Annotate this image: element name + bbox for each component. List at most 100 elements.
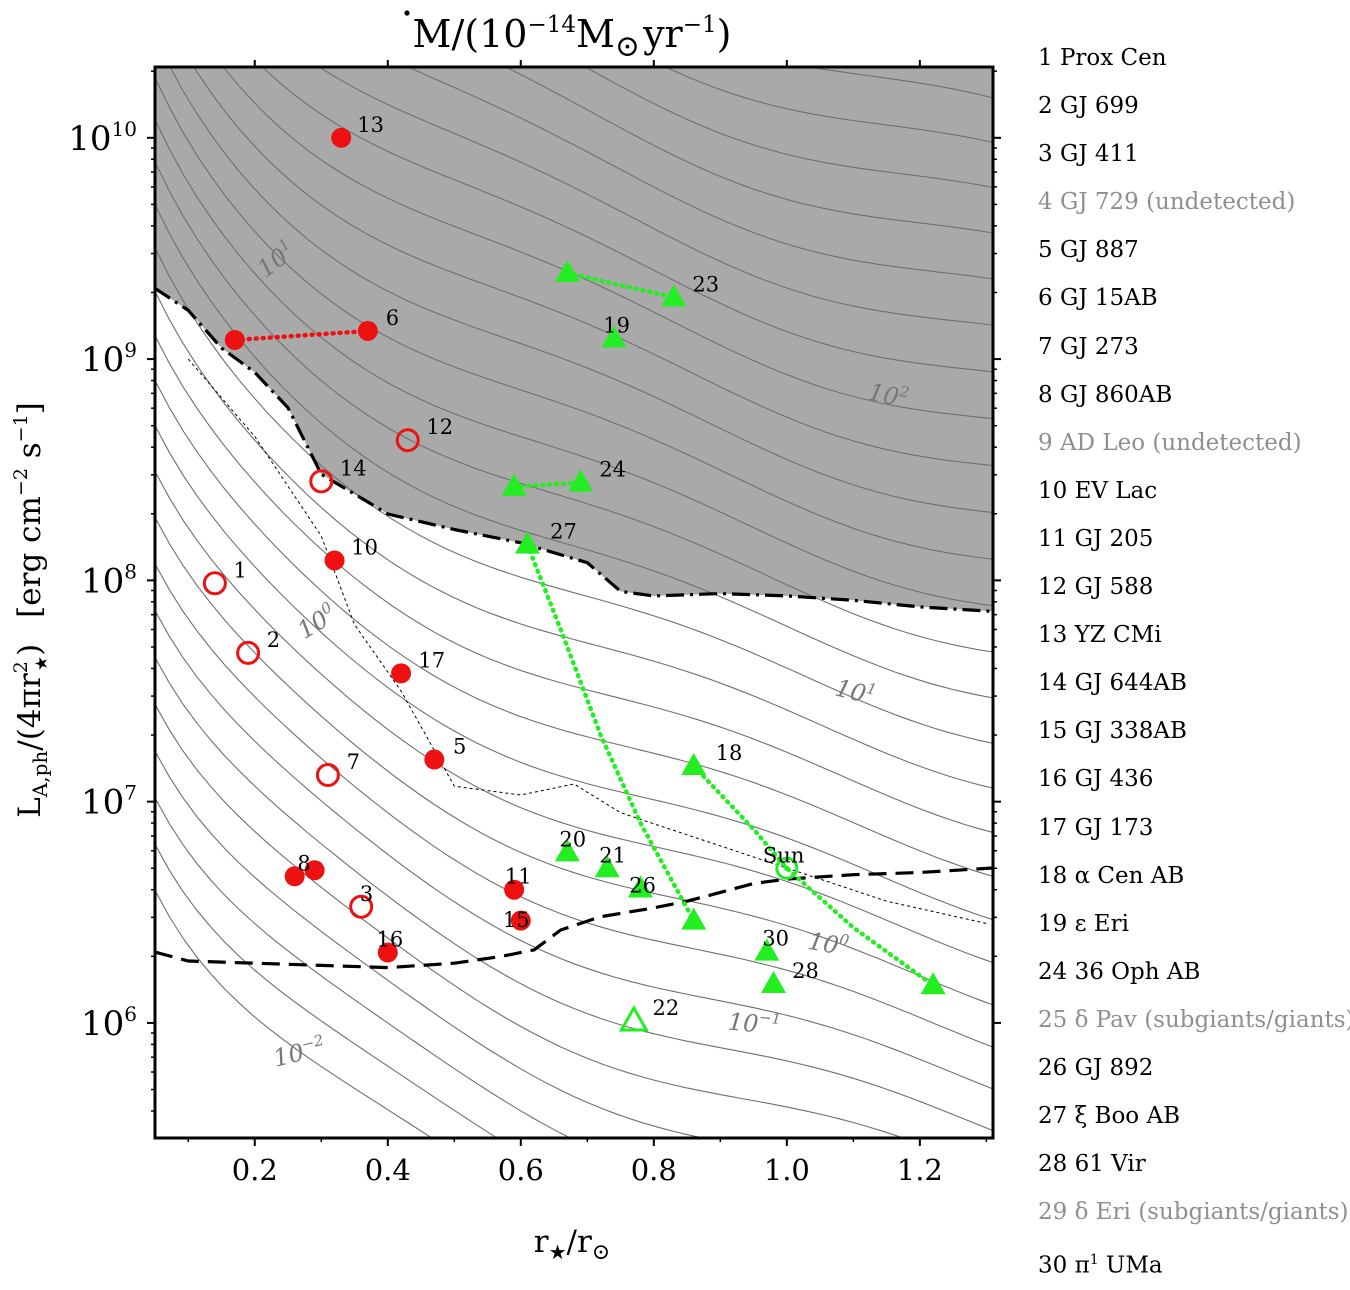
legend-number: 6 <box>1038 285 1060 312</box>
contour-line <box>155 657 993 1132</box>
y-tick-base: 10 <box>68 119 111 159</box>
ylabel-units-b: −2 <box>10 468 32 496</box>
chart-title: M/(10−14M⊙yr−1) <box>413 12 732 64</box>
legend-item: 28 61 Vir <box>1038 1140 1350 1188</box>
legend-item: 15 GJ 338AB <box>1038 707 1350 755</box>
point-label: 17 <box>418 648 445 672</box>
point-label: 19 <box>603 313 630 337</box>
contour-label-exp: −2 <box>300 1031 326 1054</box>
point-24 <box>568 469 594 492</box>
point-17 <box>391 663 412 684</box>
y-tick-label: 108 <box>81 559 137 601</box>
legend-item: 19 ε Eri <box>1038 900 1350 948</box>
contour-line <box>664 67 993 143</box>
contour-label: 100 <box>292 598 342 645</box>
legend-number: 18 <box>1038 862 1075 889</box>
legend-number: 12 <box>1038 574 1075 601</box>
upper-boundary-dashdot <box>155 286 993 613</box>
point-label: 7 <box>347 750 360 774</box>
legend-number: 25 <box>1038 1006 1075 1033</box>
legend-number: 19 <box>1038 910 1075 937</box>
legend-item: 4 GJ 729 (undetected) <box>1038 178 1350 226</box>
contour-line <box>155 517 993 1006</box>
point-3 <box>349 894 374 919</box>
contour-label: 101 <box>832 672 878 711</box>
legend-star-name: α Cen AB <box>1074 862 1185 889</box>
legend-item: 26 GJ 892 <box>1038 1044 1350 1092</box>
legend-item: 6 GJ 15AB <box>1038 274 1350 322</box>
saturated-region-fill <box>155 67 993 612</box>
y-tick-exp: 6 <box>124 1002 137 1026</box>
legend-item: 11 GJ 205 <box>1038 515 1350 563</box>
star-legend: 1 Prox Cen 2 GJ 699 3 GJ 411 4 GJ 729 (unde… <box>1038 34 1350 1290</box>
y-tick-base: 10 <box>81 783 124 823</box>
point-12 <box>395 428 420 453</box>
legend-number: 16 <box>1038 766 1075 793</box>
point-label: 22 <box>653 996 680 1020</box>
title-sun-glyph: ⊙ <box>615 29 640 64</box>
contour-line <box>193 67 993 467</box>
thin-dotted-line <box>187 358 987 924</box>
y-tick-exp: 8 <box>124 559 137 583</box>
legend-star-name: π <box>1074 1253 1090 1279</box>
legend-item: 3 GJ 411 <box>1038 130 1350 178</box>
point-10 <box>324 550 345 571</box>
contour-label: 102 <box>866 376 911 414</box>
point-label: 18 <box>716 741 743 765</box>
point-label: 27 <box>550 520 577 544</box>
legend-number: 5 <box>1038 237 1060 264</box>
legend-star-name: GJ 338AB <box>1074 718 1187 745</box>
legend-number: 4 <box>1038 189 1060 216</box>
point-27 <box>514 531 540 554</box>
contour-line <box>318 67 993 326</box>
contour-line <box>155 471 993 964</box>
point-2 <box>236 640 261 665</box>
point-label: 1 <box>234 558 247 582</box>
point-18 <box>681 752 707 775</box>
contour-line <box>155 0 993 11</box>
y-tick-base: 10 <box>81 340 124 380</box>
contour-line <box>406 67 993 280</box>
legend-item: 1 Prox Cen <box>1038 34 1350 82</box>
data-points <box>202 127 946 1032</box>
legend-star-name: GJ 273 <box>1059 333 1139 360</box>
title-yr-exp: −1 <box>683 12 717 38</box>
point-label: 21 <box>599 843 626 867</box>
mass-loss-contours <box>155 0 993 1138</box>
contour-line <box>155 335 993 834</box>
y-tick-exp: 9 <box>124 338 137 362</box>
point-6b <box>224 329 245 350</box>
shaded-region <box>155 67 993 612</box>
point-20 <box>554 839 580 862</box>
evolution-track <box>525 542 696 923</box>
legend-star-name: EV Lac <box>1074 477 1158 504</box>
y-tick-exp: 10 <box>112 117 137 141</box>
contour-line <box>155 704 905 1138</box>
legend-item: 10 EV Lac <box>1038 467 1350 515</box>
legend-star-name: GJ 729 (undetected) <box>1059 189 1296 216</box>
x-axis-label: r★/r⊙ <box>534 1224 610 1265</box>
ylabel-div: /(4πr <box>12 673 48 751</box>
legend-number: 10 <box>1038 477 1075 504</box>
contour-line <box>261 67 993 373</box>
x-tick-label: 0.2 <box>232 1153 278 1187</box>
legend-star-name: 36 Oph AB <box>1074 958 1201 985</box>
point-label: 5 <box>453 735 466 759</box>
legend-item: 18 α Cen AB <box>1038 852 1350 900</box>
contour-line <box>169 67 993 514</box>
title-unit-m: M <box>576 12 615 56</box>
legend-number: 29 <box>1038 1199 1075 1226</box>
contour-line <box>155 247 993 744</box>
point-label: 20 <box>559 827 586 851</box>
ylabel-main: L <box>12 797 48 818</box>
point-23a <box>554 259 580 282</box>
contour-line <box>155 161 993 653</box>
point-label: 6 <box>386 306 399 330</box>
point-1 <box>202 571 227 596</box>
point-23 <box>661 284 687 307</box>
legend-item: 29 δ Eri (subgiants/giants) <box>1038 1188 1350 1236</box>
point-6 <box>357 320 378 341</box>
point-24a <box>501 473 527 496</box>
legend-number: 24 <box>1038 958 1075 985</box>
